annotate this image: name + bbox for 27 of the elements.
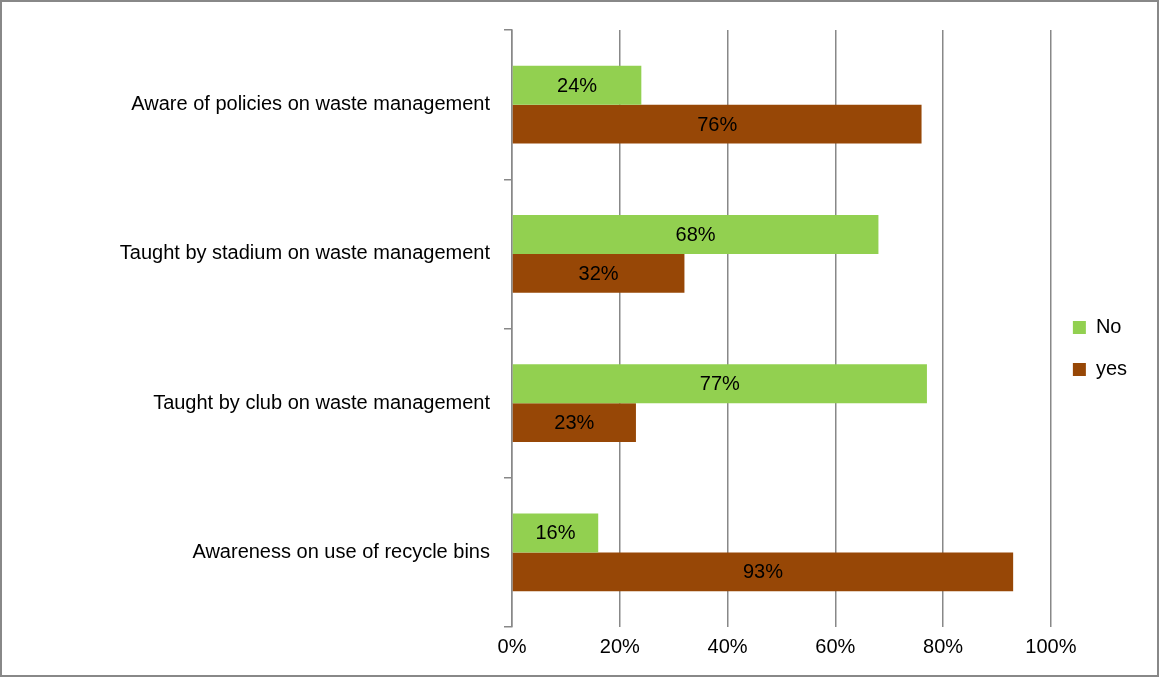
bar <box>512 65 642 105</box>
bar <box>512 364 927 404</box>
x-tick-label: 0% <box>497 634 527 657</box>
data-label: 68% <box>675 222 716 245</box>
x-tick-label: 100% <box>1025 634 1077 657</box>
x-tick-label: 60% <box>815 634 856 657</box>
data-label: 23% <box>554 411 595 434</box>
data-label: 93% <box>742 560 784 583</box>
data-label: 24% <box>557 73 598 96</box>
bar <box>512 253 685 293</box>
bar <box>512 403 636 442</box>
y-tick-label: Taught by stadium on waste management <box>119 241 491 264</box>
x-tick-label: 40% <box>707 634 748 657</box>
x-tick-label: 80% <box>923 634 964 657</box>
legend-label: yes <box>1095 357 1127 380</box>
y-tick-label: Aware of policies on waste management <box>131 92 491 115</box>
data-label: 16% <box>535 521 576 544</box>
x-tick-label: 20% <box>599 634 641 657</box>
data-label: 76% <box>697 112 738 135</box>
data-label: 77% <box>699 372 741 395</box>
y-tick-label: Awareness on use of recycle bins <box>192 539 490 562</box>
bar <box>512 104 922 144</box>
bar <box>512 215 879 254</box>
y-tick-label: Taught by club on waste management <box>153 390 491 413</box>
bar <box>512 552 1014 592</box>
legend-label: No <box>1095 315 1122 338</box>
data-label: 32% <box>578 261 619 284</box>
